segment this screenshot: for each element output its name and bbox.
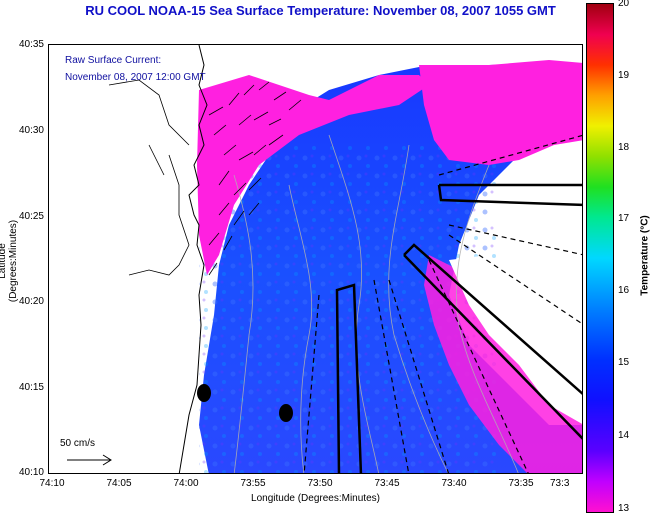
x-axis-label: Longitude (Degrees:Minutes) — [251, 493, 380, 504]
cloud-gap-1 — [489, 165, 582, 265]
cloud-gap-3 — [509, 325, 582, 385]
y-tick-2: 40:25 — [18, 211, 44, 222]
colorbar-tick-19: 19 — [618, 70, 630, 81]
x-tick-6: 73:40 — [441, 478, 467, 489]
warm-water-north — [197, 75, 429, 275]
transect-2 — [437, 183, 582, 207]
x-tick-3: 73:55 — [240, 478, 266, 489]
y-tick-3: 40:20 — [18, 296, 44, 307]
sst-map[interactable]: Raw Surface Current: November 08, 2007 1… — [48, 44, 583, 474]
x-tick-2: 74:00 — [173, 478, 199, 489]
y-tick-1: 40:30 — [18, 125, 44, 136]
surface-current-vectors — [208, 81, 302, 276]
colorbar-tick-13: 13 — [618, 503, 630, 514]
scale-arrow — [67, 454, 112, 466]
transect-3 — [403, 243, 582, 440]
scale-label: 50 cm/s — [60, 438, 96, 449]
warm-water-east — [424, 255, 582, 473]
colorbar — [586, 3, 614, 513]
colorbar-tick-18: 18 — [618, 142, 630, 153]
bathymetry-contours — [233, 134, 519, 473]
x-tick-4: 73:50 — [307, 478, 333, 489]
mooring-1 — [197, 384, 211, 402]
cloud-gap-2 — [449, 255, 582, 424]
colorbar-tick-20: 20 — [618, 0, 630, 9]
map-title: RU COOL NOAA-15 Sea Surface Temperature:… — [85, 3, 556, 18]
colorbar-tick-16: 16 — [618, 285, 630, 296]
sst-map-canvas — [49, 45, 582, 473]
x-tick-5: 73:45 — [374, 478, 400, 489]
colorbar-tick-15: 15 — [618, 357, 630, 368]
y-tick-4: 40:15 — [18, 382, 44, 393]
colorbar-tick-14: 14 — [618, 430, 630, 441]
y-tick-5: 40:10 — [18, 467, 44, 478]
mooring-2 — [279, 404, 293, 422]
x-tick-1: 74:05 — [106, 478, 132, 489]
warm-water-northeast — [419, 60, 582, 165]
colorbar-tick-17: 17 — [618, 213, 630, 224]
colorbar-label: Temperature (°C) — [639, 215, 651, 296]
x-tick-0: 74:10 — [39, 478, 65, 489]
transect-1 — [335, 283, 363, 473]
current-label-line2: November 08, 2007 12:00 GMT — [65, 72, 206, 83]
glider-transects — [303, 134, 582, 473]
coastline — [178, 45, 208, 473]
y-tick-0: 40:35 — [18, 39, 44, 50]
x-tick-8: 73:3 — [550, 478, 570, 489]
x-tick-7: 73:35 — [508, 478, 534, 489]
bay-outline — [108, 79, 190, 276]
current-label-line1: Raw Surface Current: — [65, 55, 162, 66]
